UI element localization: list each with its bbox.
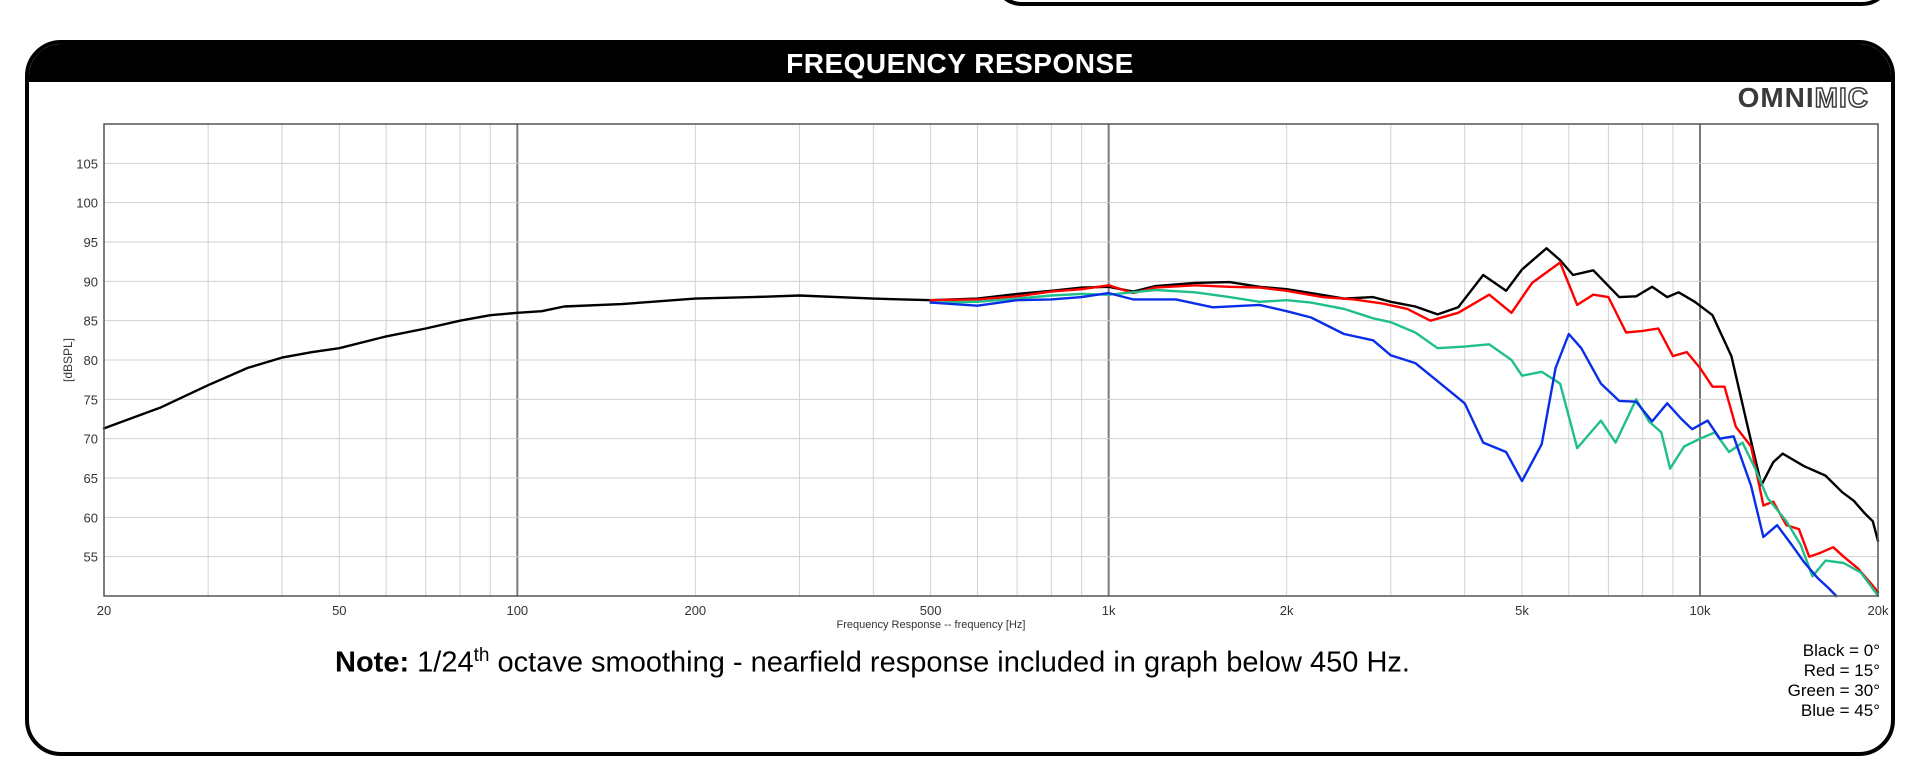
x-tick-label: 100 xyxy=(506,603,528,618)
y-tick-label: 80 xyxy=(84,353,98,368)
y-tick-label: 75 xyxy=(84,392,98,407)
x-tick-label: 10k xyxy=(1690,603,1711,618)
x-tick-label: 2k xyxy=(1280,603,1294,618)
note-label: Note: xyxy=(335,646,410,679)
x-tick-label: 5k xyxy=(1515,603,1529,618)
x-tick-label: 50 xyxy=(332,603,346,618)
plot-border xyxy=(103,123,1879,597)
series-line-blue xyxy=(929,291,1838,598)
omnimic-logo: OMNIMIC xyxy=(1737,81,1869,114)
y-tick-label: 85 xyxy=(84,314,98,329)
y-axis-label: [dBSPL] xyxy=(61,338,75,382)
x-axis-label: Frequency Response -- frequency [Hz] xyxy=(837,619,1026,631)
series-line-red xyxy=(929,261,1880,594)
x-tick-label: 500 xyxy=(920,603,942,618)
legend-item-black: Black = 0° xyxy=(1802,641,1880,660)
series-line-green xyxy=(929,288,1880,598)
note-pre: 1/24 xyxy=(417,646,474,679)
angle-legend: Black = 0° Red = 15° Green = 30° Blue = … xyxy=(1788,641,1880,721)
legend-item-red: Red = 15° xyxy=(1803,661,1880,680)
note-text: Note: 1/24th octave smoothing - nearfiel… xyxy=(335,645,1410,680)
x-tick-label: 1k xyxy=(1102,603,1116,618)
logo-light: MIC xyxy=(1814,81,1869,114)
series-line-black xyxy=(102,247,1880,543)
logo-bold: OMNI xyxy=(1737,82,1815,113)
x-tick-label: 20k xyxy=(1868,603,1889,618)
panel-title: FREQUENCY RESPONSE xyxy=(29,44,1891,82)
note-post: octave smoothing - nearfield response in… xyxy=(489,646,1410,679)
legend-item-green: Green = 30° xyxy=(1787,681,1880,700)
y-tick-label: 70 xyxy=(84,432,98,447)
y-tick-label: 90 xyxy=(84,274,98,289)
y-tick-label: 95 xyxy=(84,235,98,250)
x-tick-label: 200 xyxy=(684,603,706,618)
legend-item-blue: Blue = 45° xyxy=(1800,701,1880,720)
y-tick-label: 55 xyxy=(84,550,98,565)
note-sup: th xyxy=(473,645,490,666)
y-tick-label: 60 xyxy=(84,510,98,525)
y-tick-label: 105 xyxy=(76,156,98,171)
y-tick-label: 100 xyxy=(76,196,98,211)
y-tick-label: 65 xyxy=(84,471,98,486)
x-tick-label: 20 xyxy=(97,603,111,618)
